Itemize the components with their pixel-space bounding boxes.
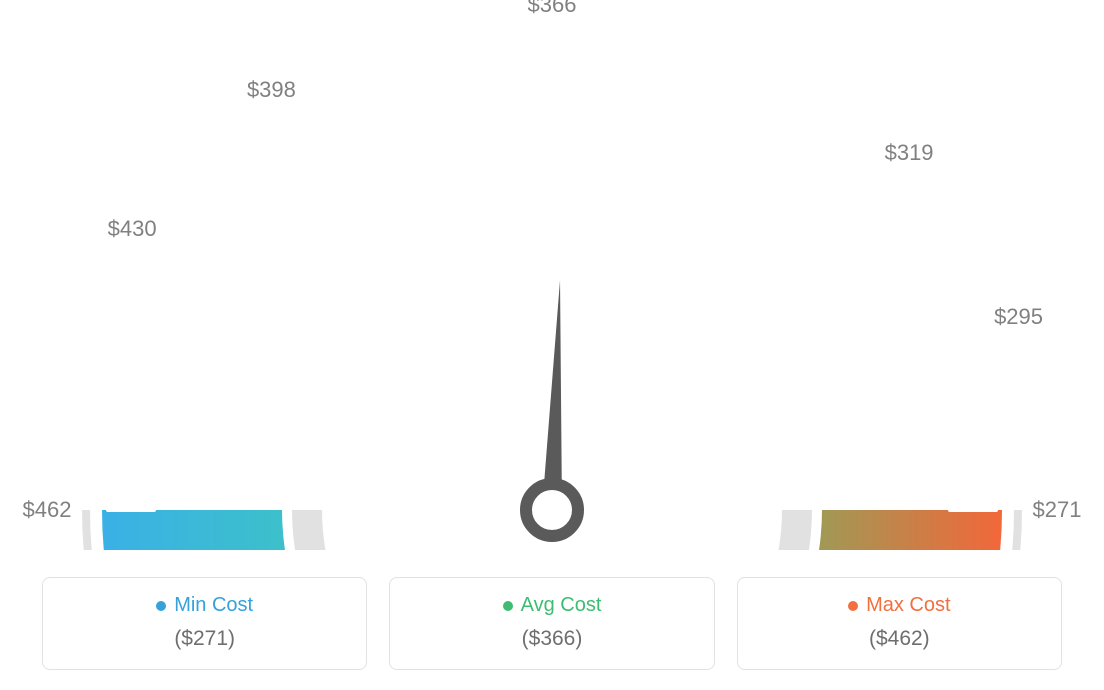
legend-value-max: ($462): [748, 627, 1051, 651]
legend-card-avg: Avg Cost ($366): [389, 577, 714, 670]
minor-tick: [465, 75, 471, 104]
minor-tick: [142, 340, 170, 351]
minor-tick: [117, 423, 146, 429]
legend-label-max: Max Cost: [866, 594, 950, 617]
minor-tick: [238, 196, 259, 217]
tick-label: $295: [994, 304, 1043, 330]
legend-value-min: ($271): [53, 627, 356, 651]
legend-label-min: Min Cost: [174, 594, 253, 617]
minor-tick: [710, 100, 721, 128]
major-tick: [833, 196, 866, 229]
tick-label: $462: [23, 497, 72, 523]
tick-label: $398: [247, 77, 296, 103]
legend-value-avg: ($366): [400, 627, 703, 651]
major-tick: [920, 340, 962, 358]
minor-tick: [633, 75, 639, 104]
legend-dot-max: [848, 601, 858, 611]
gauge-svg: [52, 10, 1052, 550]
tick-label: $319: [885, 140, 934, 166]
minor-tick: [958, 423, 987, 429]
legend-card-min: Min Cost ($271): [42, 577, 367, 670]
needle-hub: [526, 484, 578, 536]
legend-dot-min: [156, 601, 166, 611]
tick-label: $366: [528, 0, 577, 18]
tick-label: $430: [108, 216, 157, 242]
cost-gauge: $271$295$319$366$398$430$462: [52, 10, 1052, 550]
major-tick: [305, 141, 331, 179]
legend-card-max: Max Cost ($462): [737, 577, 1062, 670]
minor-tick: [782, 141, 799, 166]
minor-tick: [382, 100, 393, 128]
tick-label: $271: [1033, 497, 1082, 523]
legend-row: Min Cost ($271) Avg Cost ($366) Max Cost…: [42, 577, 1062, 670]
minor-tick: [896, 263, 921, 280]
legend-dot-avg: [503, 601, 513, 611]
legend-label-avg: Avg Cost: [521, 594, 602, 617]
gauge-needle: [542, 280, 562, 510]
major-tick: [183, 263, 221, 289]
